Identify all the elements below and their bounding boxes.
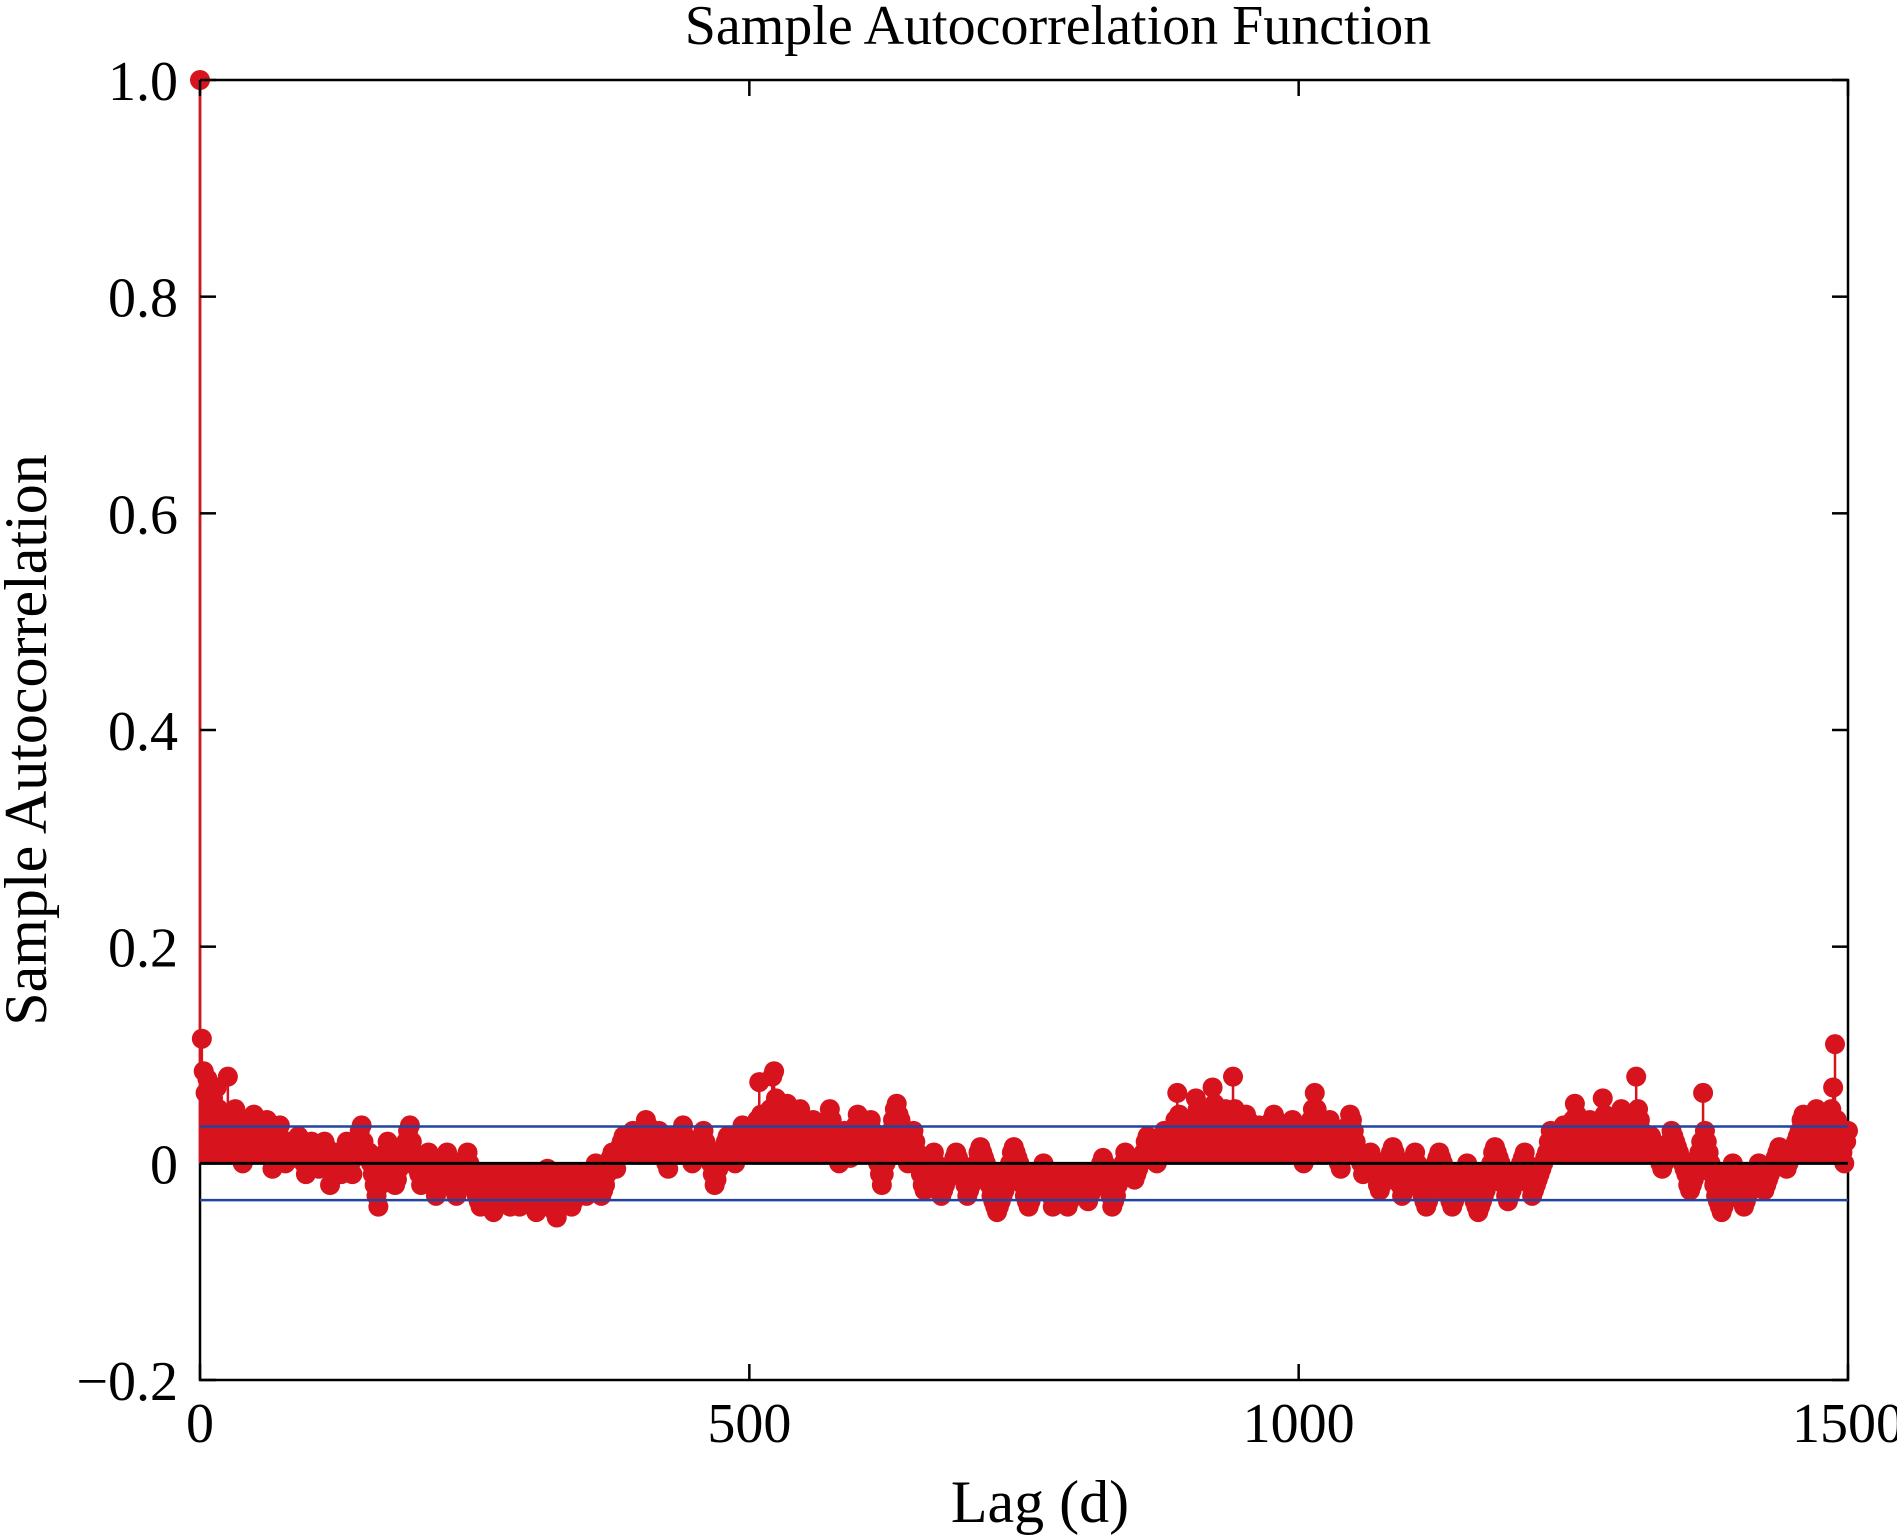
stem-marker <box>368 1196 389 1217</box>
y-tick-label: 0.2 <box>108 918 178 980</box>
y-tick-label: 0.4 <box>108 701 178 763</box>
plot-area <box>190 70 1858 1382</box>
x-tick-label: 1500 <box>1792 1393 1897 1455</box>
stem-marker <box>764 1061 785 1082</box>
y-axis-ticks: −0.2 0 0.2 0.4 0.6 0.8 1.0 <box>76 51 1848 1413</box>
stem-marker <box>1626 1066 1647 1087</box>
chart-title: Sample Autocorrelation Function <box>685 0 1432 57</box>
stem-marker <box>1592 1088 1613 1109</box>
stem-marker <box>217 1066 238 1087</box>
stem-marker <box>1823 1077 1844 1098</box>
stem-marker <box>1838 1120 1858 1141</box>
stem-marker <box>437 1142 458 1163</box>
y-axis-label: Sample Autocorrelation <box>0 454 59 1026</box>
stem-marker <box>1304 1082 1325 1103</box>
y-tick-label: 0.6 <box>108 484 178 546</box>
stem-marker <box>1824 1034 1845 1055</box>
x-axis-label: Lag (d) <box>951 1469 1129 1535</box>
stem-marker <box>1202 1077 1223 1098</box>
y-tick-label: 0.8 <box>108 268 178 330</box>
stem-marker <box>1223 1066 1244 1087</box>
stem-marker <box>1167 1082 1188 1103</box>
stem-marker <box>191 1028 212 1049</box>
stem-marker <box>342 1164 363 1185</box>
stem-series <box>190 70 1858 1228</box>
x-axis-ticks: 0 500 1000 1500 <box>186 80 1897 1455</box>
x-tick-label: 500 <box>707 1393 791 1455</box>
y-tick-label: −0.2 <box>76 1351 178 1413</box>
y-tick-label: 1.0 <box>108 51 178 113</box>
x-tick-label: 0 <box>186 1393 214 1455</box>
stem-marker <box>1693 1082 1714 1103</box>
y-tick-label: 0 <box>150 1134 178 1196</box>
x-tick-label: 1000 <box>1243 1393 1355 1455</box>
